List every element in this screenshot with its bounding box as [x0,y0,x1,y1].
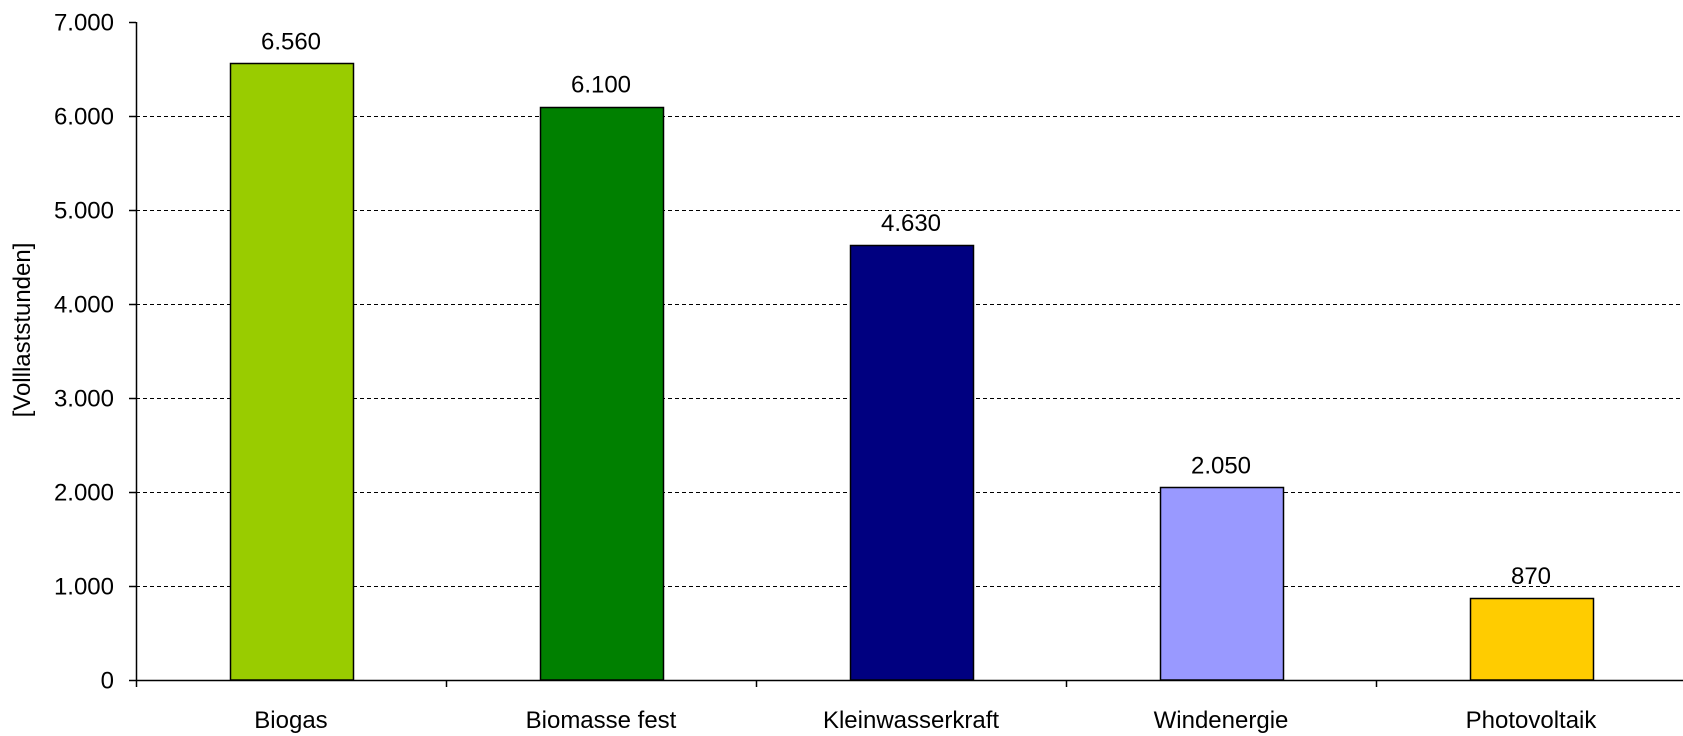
bars [229,62,1595,681]
y-tick-label: 7.000 [54,10,114,37]
x-tick-label: Photovoltaik [1466,707,1598,734]
x-tick-label: Biogas [254,707,327,734]
bar [229,62,355,681]
data-label: 4.630 [881,210,941,237]
bar [849,244,975,681]
y-tick-label: 1.000 [54,574,114,601]
data-label: 870 [1511,563,1551,590]
x-tick-label: Biomasse fest [526,707,677,734]
y-axis-title: [Volllaststunden] [9,243,36,418]
y-tick-label: 6.000 [54,104,114,131]
y-tick-label: 0 [101,668,114,695]
bar [1159,486,1285,681]
y-tick-label: 5.000 [54,198,114,225]
data-label: 2.050 [1191,452,1251,479]
bar [1469,597,1595,681]
data-label: 6.560 [261,28,321,55]
y-tick-label: 4.000 [54,292,114,319]
y-tick-label: 2.000 [54,480,114,507]
x-tick-label: Kleinwasserkraft [823,707,999,734]
x-tick-label: Windenergie [1154,707,1289,734]
labels: 0 1.000 2.000 3.000 4.000 5.000 6.000 7.000 Biog… [54,10,1597,735]
data-label: 6.100 [571,72,631,99]
y-tick-label: 3.000 [54,386,114,413]
bar [539,106,665,681]
axes [129,21,1683,687]
